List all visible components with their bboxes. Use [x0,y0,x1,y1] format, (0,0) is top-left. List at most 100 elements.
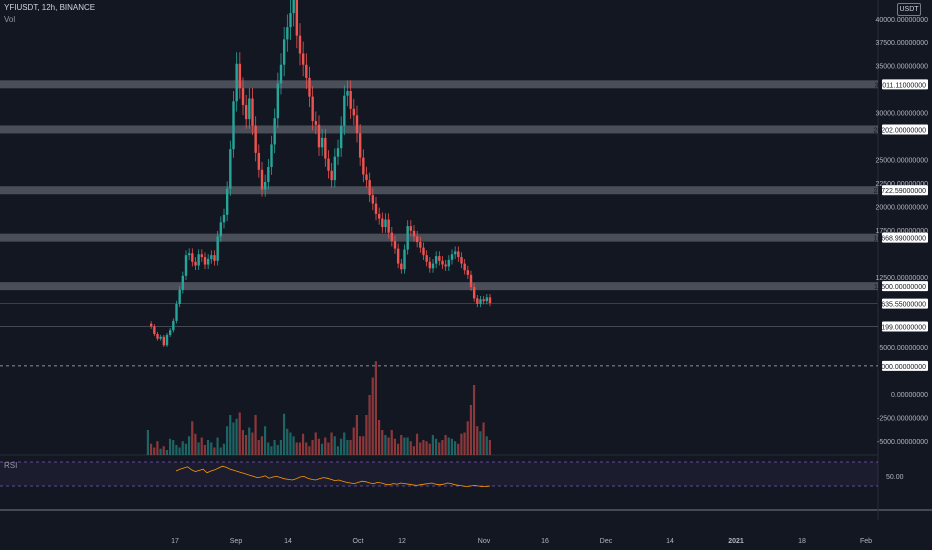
candle-body [368,180,371,196]
candle-body [336,148,340,157]
candle-body [203,257,207,265]
volume-bar [343,432,346,455]
volume-bar [146,430,149,455]
volume-bar [241,430,244,455]
candle-body [232,101,235,150]
time-axis-label: 2021 [728,538,744,545]
volume-bar [412,446,415,455]
candle-body [225,188,229,215]
level-label: 11500.00000000 [874,284,926,291]
time-axis-label: Nov [478,538,491,545]
candle-body [159,336,162,339]
level-band [0,233,878,242]
volume-bar [390,430,393,455]
candle-body [488,297,492,304]
volume-bar [387,437,390,455]
candle-body [175,303,178,321]
volume-bar [276,445,279,455]
candle-body [384,219,387,228]
volume-bar [301,433,305,455]
volume-bar [419,442,422,455]
volume-bar [317,438,320,455]
price-tick-label: -2500.00000000 [877,415,928,422]
price-tick-label: 22500.00000000 [875,181,928,188]
level-label-box [882,79,928,90]
level-label: 21722.59000000 [873,188,926,195]
currency-badge[interactable]: USDT [897,3,921,16]
volume-bar [469,405,472,455]
candle-body [267,166,270,182]
candle-body [463,263,466,271]
volume-bar [311,440,314,455]
candle-body [178,289,181,304]
rsi-line [175,465,491,488]
volume-bar [181,441,184,455]
candle-body [165,334,169,346]
candle-body [396,248,400,264]
candle-body [381,218,384,228]
symbol-title: YFIUSDT, 12h, BINANCE [4,3,96,12]
volume-bar [168,438,172,455]
level-band [0,282,878,291]
volume-bar [216,437,219,455]
volume-bar [463,432,466,455]
volume-bar [257,440,260,455]
volume-bar [225,426,229,455]
volume-bar [482,422,485,455]
volume-bar [292,436,295,455]
candle-body [469,274,473,288]
price-tick-label: 37500.00000000 [875,40,928,47]
candle-body [447,259,451,267]
level-label: 7199.00000000 [877,324,926,331]
level-label: 28202.00000000 [873,127,926,134]
candle-body [415,236,419,243]
volume-bar [244,435,248,455]
volume-bar [308,446,311,455]
level-label-box [882,124,928,135]
level-label-box [882,298,928,309]
candle-body [168,330,172,335]
volume-bar [219,447,222,455]
volume-bar [374,361,377,455]
time-axis-label: Dec [600,538,613,545]
candle-body [235,63,238,102]
volume-bar [381,430,384,455]
candle-body [191,253,194,262]
candle-body [308,77,311,97]
candle-body [431,263,435,269]
candle-body [194,261,197,266]
volume-bar [460,433,463,455]
time-axis-label: 16 [541,538,549,545]
volume-bar [194,433,197,455]
candle-body [457,251,460,258]
price-tick-label: 20000.00000000 [875,204,928,211]
candle-body [333,156,337,181]
candle-body [358,133,362,158]
volume-bar [396,443,400,455]
candle-body [219,222,223,237]
level-label-box [882,232,928,243]
volume-bar [358,436,362,455]
candle-body [238,63,242,89]
volume-bar [444,435,447,455]
candle-body [282,39,286,65]
level-label-box [882,360,928,371]
candle-body [434,256,438,264]
volume-bar [330,432,333,455]
time-axis-label: 14 [284,538,292,545]
candle-body [206,258,210,265]
candle-body [314,121,318,125]
volume-bar [355,415,358,455]
volume-bar [362,436,365,455]
candle-body [317,124,321,148]
candle-body [428,261,432,269]
candle-body [352,108,356,116]
candle-body [149,323,153,327]
candle-body [200,254,204,258]
candle-body [184,255,188,276]
volume-bar [162,446,165,455]
volume-bar [149,443,153,455]
level-band [0,125,878,134]
volume-bar [200,437,203,455]
